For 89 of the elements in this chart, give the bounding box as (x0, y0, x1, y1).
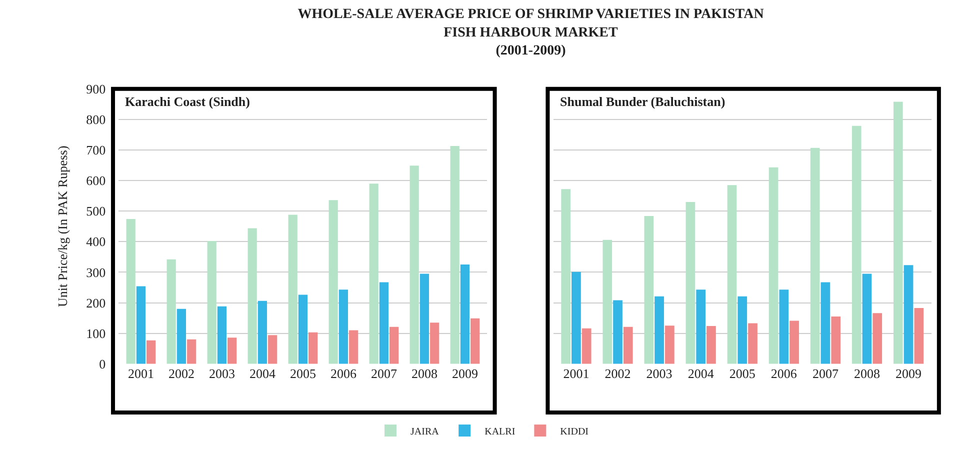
bar (420, 274, 430, 364)
bar (146, 340, 156, 364)
bar (893, 102, 903, 364)
bar (665, 326, 674, 364)
x-tick-label: 2009 (896, 366, 922, 381)
x-tick-label: 2003 (646, 366, 672, 381)
bar (176, 308, 186, 364)
bar (308, 332, 318, 364)
bar (872, 313, 882, 364)
bar (914, 308, 924, 364)
bar (727, 185, 737, 364)
bar (748, 323, 758, 364)
bar (904, 265, 914, 364)
legend-label: KIDDI (560, 426, 589, 438)
bar (696, 290, 706, 364)
bar (187, 339, 196, 364)
y-tick-label: 400 (86, 234, 106, 250)
x-tick-label: 2006 (770, 366, 798, 381)
bar (369, 184, 378, 364)
bar (328, 200, 338, 364)
bar (298, 294, 308, 364)
x-tick-label: 2003 (208, 366, 235, 381)
y-tick-label: 900 (86, 81, 106, 96)
bar (207, 241, 216, 364)
y-tick-label: 200 (86, 295, 106, 310)
bar (623, 326, 633, 364)
y-tick-label: 700 (86, 142, 106, 158)
bar (654, 296, 664, 364)
bar (217, 306, 227, 364)
bar (450, 146, 460, 364)
chart-subtitle: Karachi Coast (Sindh) (125, 94, 250, 109)
y-tick-label: 300 (86, 264, 106, 280)
bar (686, 202, 696, 364)
bar (790, 320, 799, 364)
bar (582, 328, 592, 364)
bar (228, 338, 237, 364)
bar (258, 300, 268, 364)
x-tick-label: 2009 (452, 366, 478, 381)
bar (136, 286, 146, 364)
y-axis-title: Unit Price/kg (In PAK Rupess) (55, 146, 70, 308)
x-tick-label: 2001 (563, 366, 590, 381)
bar (248, 228, 257, 364)
legend-label: JAIRA (410, 426, 440, 438)
bar (831, 316, 841, 364)
bar (644, 216, 654, 364)
bar (768, 167, 778, 364)
y-tick-label: 500 (86, 204, 106, 219)
text: WHOLE-SALE AVERAGE PRICE OF SHRIMP VARIETIES IN PAKISTAN FISH HARBOUR MARKET (2001-2009) (298, 7, 764, 59)
bar (460, 264, 470, 364)
x-tick-label: 2002 (604, 366, 631, 381)
bar (862, 274, 872, 364)
bar (379, 282, 389, 364)
bar (738, 296, 748, 364)
x-tick-label: 2004 (249, 366, 276, 381)
bar (572, 272, 581, 364)
bar (268, 335, 278, 364)
y-tick-label: 0 (99, 356, 106, 372)
bar (561, 189, 571, 364)
bar (288, 214, 298, 364)
bar (338, 290, 348, 364)
bar (470, 318, 480, 364)
x-tick-label: 2004 (688, 366, 714, 381)
bar (852, 126, 862, 364)
bar (390, 326, 399, 364)
bar (779, 290, 789, 364)
bar (410, 166, 419, 364)
bar (602, 240, 612, 364)
x-tick-label: 2005 (290, 366, 316, 381)
bar (820, 282, 830, 364)
x-tick-label: 2005 (729, 366, 756, 381)
y-tick-label: 800 (86, 112, 106, 128)
legend-label: KALRI (484, 426, 516, 438)
x-tick-label: 2007 (370, 366, 398, 381)
x-tick-label: 2008 (411, 366, 438, 381)
y-tick-label: 100 (86, 326, 106, 341)
x-tick-label: 2006 (330, 366, 357, 381)
bar (166, 259, 176, 364)
bar (430, 322, 440, 364)
x-tick-label: 2008 (854, 366, 880, 381)
x-tick-label: 2007 (812, 366, 839, 381)
x-tick-label: 2002 (168, 366, 194, 381)
bar (613, 300, 622, 364)
chart-subtitle: Shumal Bunder (Baluchistan) (560, 94, 726, 109)
bar (706, 326, 716, 364)
x-tick-label: 2001 (128, 366, 154, 381)
bar (126, 219, 136, 364)
y-tick-label: 600 (86, 173, 106, 188)
bar (810, 148, 820, 364)
bar (349, 330, 358, 364)
